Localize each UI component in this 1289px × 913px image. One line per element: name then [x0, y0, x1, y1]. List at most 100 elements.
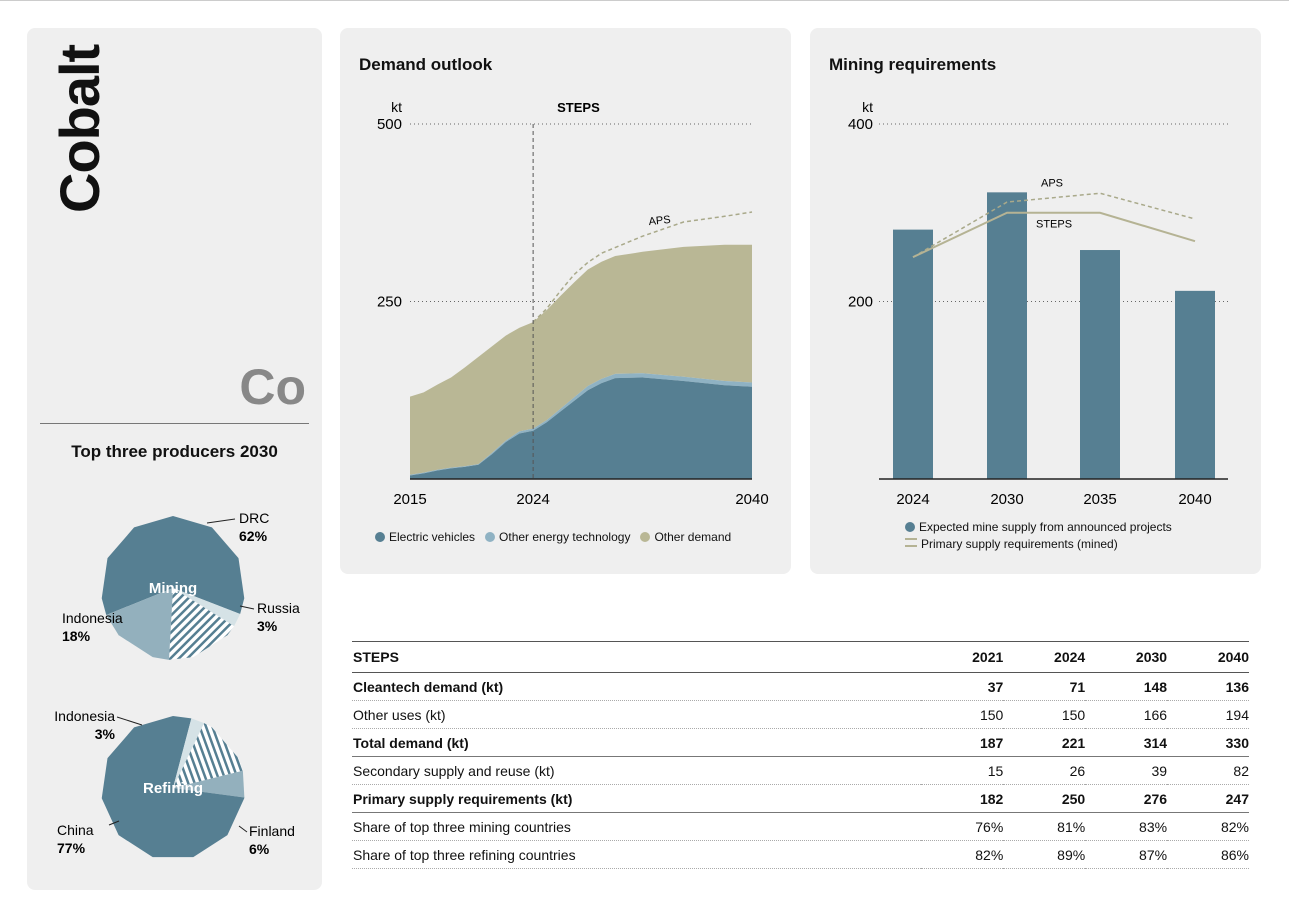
table-row: Primary supply requirements (kt) 182 250 27… [352, 784, 1249, 813]
leader-line [206, 518, 236, 524]
x-tick-label: 2035 [1083, 491, 1116, 508]
legend-ev: Electric vehicles [375, 530, 475, 544]
leader-line [238, 825, 248, 833]
table-cell: 330 [1167, 728, 1249, 757]
column-header: 2021 [921, 641, 1004, 673]
area-other-demand [410, 244, 752, 475]
demand-title: Demand outlook [359, 55, 493, 74]
table-row: Total demand (kt) 187 221 314 330 [352, 728, 1249, 757]
demand-chart: 500 250 kt APS STEPS 2015 2024 2040 [377, 99, 769, 508]
y-axis-unit: kt [391, 99, 402, 115]
element-symbol: Co [239, 359, 306, 415]
demand-legend: Electric vehicles Other energy technolog… [375, 530, 731, 544]
bar-swatch-icon [905, 522, 915, 532]
pie-country-label: DRC [239, 510, 269, 526]
table-cell: 150 [921, 700, 1004, 729]
x-tick-label: 2024 [896, 491, 929, 508]
row-label: Primary supply requirements (kt) [352, 784, 922, 813]
pie-share-label: 3% [257, 618, 278, 634]
table-header: STEPS 2021 2024 2030 2040 [352, 641, 1249, 673]
column-header: 2040 [1167, 641, 1249, 673]
y-tick-label: 200 [848, 294, 873, 311]
table-cell: 82% [1167, 812, 1249, 841]
table-cell: 81% [1003, 812, 1086, 841]
y-tick-label: 500 [377, 116, 402, 133]
table-row: Share of top three refining countries 82%… [352, 840, 1249, 869]
pie-slice-drc [101, 516, 245, 615]
legend-mine-supply: Expected mine supply from announced proj… [905, 520, 1172, 534]
x-tick-label: 2030 [990, 491, 1023, 508]
table-cell: 76% [921, 812, 1004, 841]
pie-slice-other [168, 588, 235, 660]
x-tick-label: 2040 [1178, 491, 1211, 508]
mining-legend: Expected mine supply from announced proj… [905, 520, 1172, 551]
other-demand-swatch-icon [640, 532, 651, 542]
steps-label: STEPS [1036, 219, 1072, 231]
table-row: Share of top three mining countries 76% 81… [352, 812, 1249, 841]
ev-swatch-icon [375, 532, 385, 542]
row-label: Share of top three refining countries [352, 840, 922, 869]
table-cell: 82 [1167, 756, 1249, 785]
row-label: Secondary supply and reuse (kt) [352, 756, 922, 785]
legend-other-demand: Other demand [640, 530, 731, 544]
table-cell: 166 [1085, 700, 1168, 729]
pie-share-label: 77% [57, 840, 86, 856]
column-header: 2024 [1003, 641, 1086, 673]
row-label: Other uses (kt) [352, 700, 922, 729]
legend-other-energy: Other energy technology [485, 530, 630, 544]
leader-line [116, 716, 143, 726]
pie-slice-other [173, 723, 243, 788]
table-row: Cleantech demand (kt) 37 71 148 136 [352, 672, 1249, 701]
pie-center-label: Mining [149, 580, 197, 597]
leader-line [108, 820, 120, 826]
pie-country-label: Indonesia [62, 610, 123, 626]
row-label: Total demand (kt) [352, 728, 922, 757]
aps-line [532, 211, 753, 323]
bar-2030 [987, 192, 1027, 479]
pie-share-label: 18% [62, 628, 91, 644]
table-cell: 89% [1003, 840, 1086, 869]
steps-line [912, 211, 1196, 259]
x-tick-label: 2040 [735, 491, 768, 508]
table-cell: 71 [1003, 672, 1086, 701]
steps-table: STEPS 2021 2024 2030 2040 Cleantech demand (… [352, 641, 1249, 869]
aps-label: APS [1041, 178, 1063, 190]
table-cell: 136 [1167, 672, 1249, 701]
mining-requirements-panel: Mining requirements 400 200 kt APS STEPS 2024… [810, 28, 1261, 574]
table-cell: 221 [1003, 728, 1086, 757]
table-cell: 314 [1085, 728, 1168, 757]
table-cell: 87% [1085, 840, 1168, 869]
pie-share-label: 62% [239, 528, 268, 544]
area-ev [410, 377, 752, 479]
y-axis-unit: kt [862, 99, 873, 115]
column-header: 2030 [1085, 641, 1168, 673]
area-other-energy [410, 373, 752, 476]
table-cell: 247 [1167, 784, 1249, 813]
other-energy-swatch-icon [485, 532, 496, 542]
mining-title: Mining requirements [829, 55, 997, 74]
table-row: Secondary supply and reuse (kt) 15 26 39 82 [352, 756, 1249, 785]
pie-country-label: China [57, 822, 94, 838]
x-tick-label: 2015 [393, 491, 426, 508]
aps-label: APS [648, 214, 671, 228]
producers-title: Top three producers 2030 [71, 442, 278, 461]
table-cell: 150 [1003, 700, 1086, 729]
pie-slice-russia [173, 588, 241, 627]
table-row: Other uses (kt) 150 150 166 194 [352, 700, 1249, 729]
pie-share-label: 3% [95, 726, 116, 742]
line-swatch-icon [905, 538, 917, 547]
pie-slice-indonesia [106, 588, 173, 660]
table-cell: 148 [1085, 672, 1168, 701]
table-cell: 187 [921, 728, 1004, 757]
row-label: Share of top three mining countries [352, 812, 922, 841]
pie-slice-finland [173, 770, 245, 798]
table-cell: 37 [921, 672, 1004, 701]
table-cell: 250 [1003, 784, 1086, 813]
table-cell: 83% [1085, 812, 1168, 841]
table-cell: 182 [921, 784, 1004, 813]
pie-country-label: Indonesia [54, 708, 115, 724]
pie-slice-china [101, 716, 245, 858]
table-cell: 82% [921, 840, 1004, 869]
demand-outlook-panel: Demand outlook 500 250 kt APS STEPS 2015 2024 2… [340, 28, 791, 574]
y-tick-label: 250 [377, 294, 402, 311]
